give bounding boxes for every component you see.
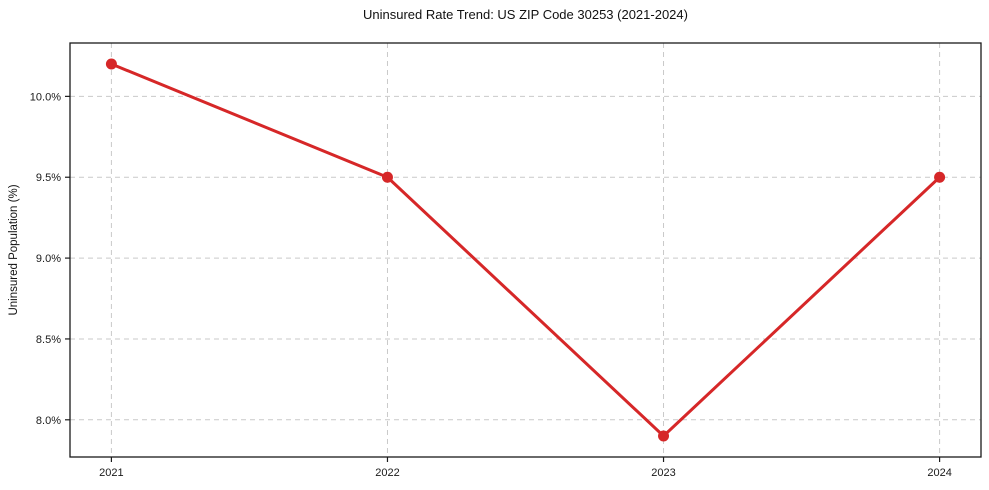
data-point-marker — [658, 430, 670, 442]
data-point-marker — [105, 58, 117, 70]
x-tick-label: 2023 — [651, 467, 675, 479]
x-tick-label: 2021 — [99, 467, 123, 479]
trend-line — [109, 62, 942, 438]
axes-frame — [69, 42, 982, 458]
chart-title: Uninsured Rate Trend: US ZIP Code 30253 … — [363, 7, 688, 22]
y-tick-label: 9.0% — [36, 253, 61, 265]
y-tick-label: 9.5% — [36, 172, 61, 184]
data-point-marker — [934, 171, 946, 183]
x-tick-label: 2024 — [927, 467, 951, 479]
y-tick-label: 8.0% — [36, 415, 61, 427]
y-tick-label: 8.5% — [36, 334, 61, 346]
data-point-marker — [381, 171, 393, 183]
x-tick-label: 2022 — [375, 467, 399, 479]
y-tick-label: 10.0% — [30, 91, 61, 103]
